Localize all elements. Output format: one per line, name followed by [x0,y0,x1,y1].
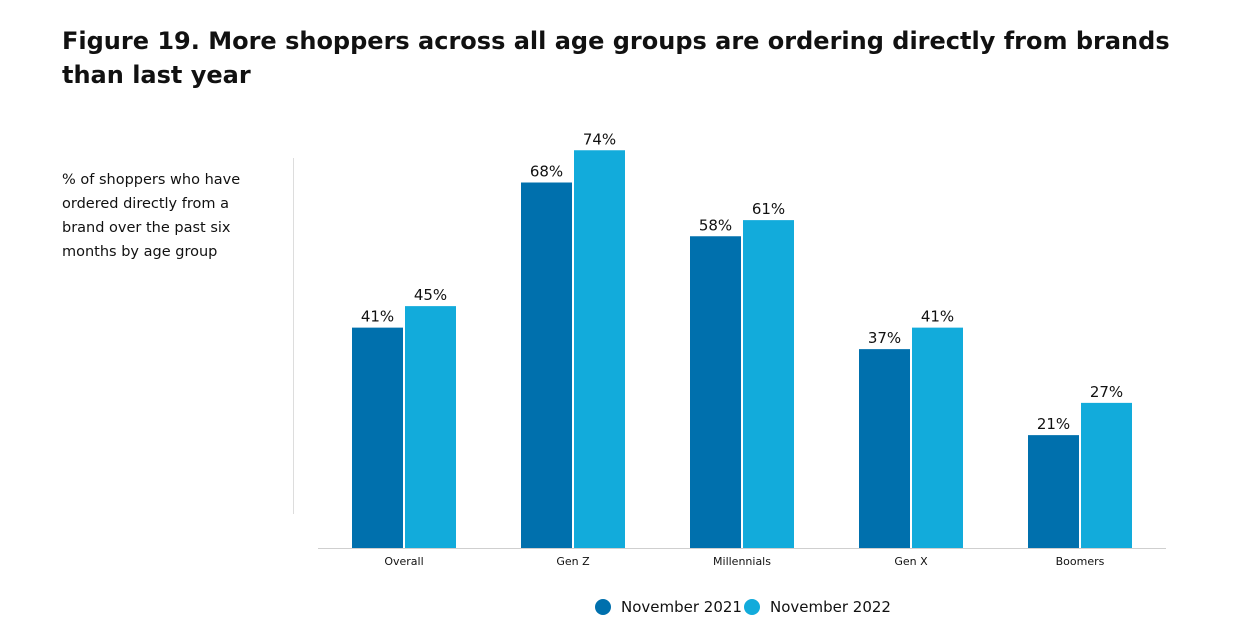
legend-swatch-november-2022 [744,599,760,615]
x-tick-label-boomers: Boomers [1056,555,1105,568]
data-label-overall-november-2021: 41% [361,308,394,326]
data-label-millennials-november-2022: 61% [752,200,785,218]
subtitle-divider [293,158,294,514]
bar-overall-november-2021 [352,327,403,548]
chart-subtitle: % of shoppers who have ordered directly … [62,172,241,260]
chart-legend: November 2021 November 2022 [0,596,1250,620]
data-label-gen-z-november-2022: 74% [583,130,616,148]
bar-millennials-november-2022 [743,220,794,548]
legend-item-november-2021: November 2021 [595,596,742,618]
bar-gen-z-november-2021 [521,182,572,548]
data-label-boomers-november-2022: 27% [1090,383,1123,401]
data-label-gen-z-november-2021: 68% [530,163,563,181]
bar-gen-x-november-2022 [912,327,963,548]
bar-overall-november-2022 [405,306,456,548]
x-tick-label-gen-x: Gen X [894,555,928,568]
x-tick-label-overall: Overall [384,555,423,568]
legend-label-november-2022: November 2022 [770,598,891,616]
bar-gen-x-november-2021 [859,349,910,548]
bar-gen-z-november-2022 [574,150,625,548]
data-label-millennials-november-2021: 58% [699,216,732,234]
data-label-overall-november-2022: 45% [414,286,447,304]
data-label-gen-x-november-2021: 37% [868,329,901,347]
bar-boomers-november-2021 [1028,435,1079,548]
bar-millennials-november-2021 [690,236,741,548]
figure-title: Figure 19. More shoppers across all age … [62,27,1170,89]
legend-swatch-november-2021 [595,599,611,615]
data-label-boomers-november-2021: 21% [1037,415,1070,433]
bar-chart: 41% 45% Overall 68% 74% Gen Z 58% 61% Millennial… [318,130,1166,568]
legend-label-november-2021: November 2021 [621,598,742,616]
legend-item-november-2022: November 2022 [744,596,891,618]
bar-boomers-november-2022 [1081,402,1132,548]
x-tick-label-gen-z: Gen Z [556,555,590,568]
data-label-gen-x-november-2022: 41% [921,308,954,326]
x-tick-label-millennials: Millennials [713,555,771,568]
